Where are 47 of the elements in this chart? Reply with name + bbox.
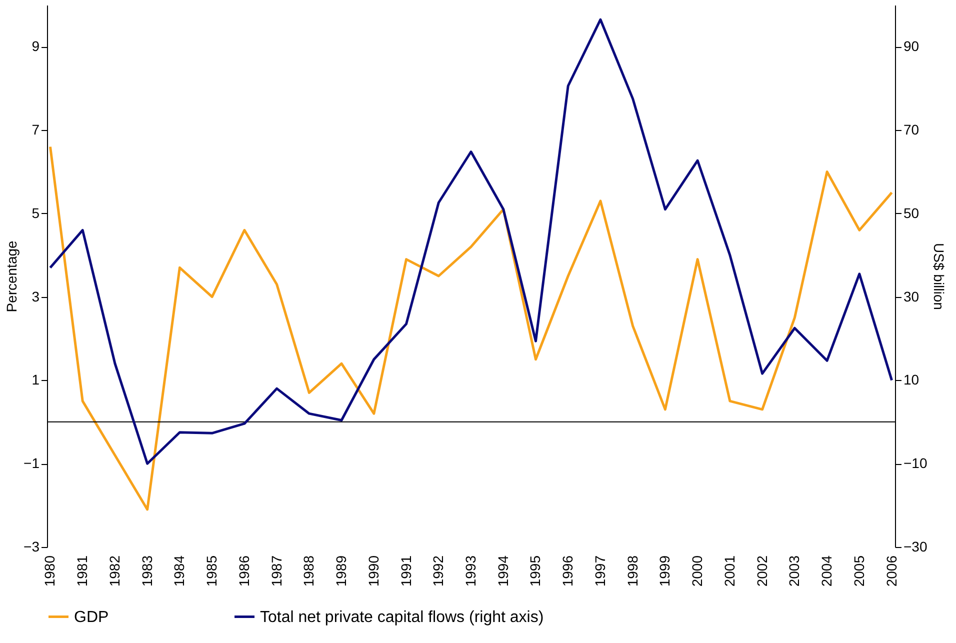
y-tick-label: −1 <box>24 455 40 472</box>
y2-tick-label: −10 <box>904 455 928 472</box>
x-tick-label: 1981 <box>74 555 90 587</box>
x-tick-label: 2001 <box>721 555 738 587</box>
y2-tick-label: 70 <box>904 122 920 138</box>
y2-tick-label: 10 <box>904 372 920 388</box>
x-tick-label: 2004 <box>818 555 835 587</box>
y-axis-title: Percentage <box>4 240 20 312</box>
x-tick-label: 1982 <box>106 555 122 587</box>
y-tick-label: 1 <box>32 372 40 388</box>
y2-axis-title: US$ billion <box>931 243 948 310</box>
y-tick-label: 9 <box>32 38 40 54</box>
x-tick-label: 1995 <box>527 555 544 587</box>
x-tick-label: 1992 <box>430 555 446 587</box>
y-tick-label: 7 <box>32 122 40 138</box>
y-tick-label: 3 <box>32 288 40 304</box>
x-tick-label: 2006 <box>883 555 900 587</box>
x-tick-label: 1991 <box>398 555 414 587</box>
y-tick-label: 5 <box>32 204 40 221</box>
x-tick-label: 1994 <box>494 555 511 587</box>
legend-label: Total net private capital flows (right axis) <box>260 608 544 626</box>
x-tick-label: 1998 <box>624 555 640 587</box>
x-tick-label: 1987 <box>268 555 284 587</box>
x-tick-label: 2003 <box>786 555 802 587</box>
x-tick-label: 1996 <box>560 555 576 587</box>
x-tick-label: 2000 <box>689 555 706 587</box>
x-tick-label: 1993 <box>462 555 478 587</box>
y2-tick-label: 50 <box>904 204 920 221</box>
x-tick-label: 1997 <box>592 555 608 587</box>
x-tick-label: 2002 <box>754 555 770 587</box>
line-series <box>48 146 894 511</box>
x-tick-label: 1990 <box>365 555 382 587</box>
y2-tick-label: 30 <box>904 288 920 304</box>
x-tick-label: 1999 <box>656 555 673 587</box>
x-tick-label: 1980 <box>42 555 58 587</box>
y2-tick-label: −30 <box>904 538 928 554</box>
x-tick-label: 1984 <box>171 555 188 587</box>
x-tick-label: 2005 <box>850 555 867 587</box>
line-series <box>48 18 894 465</box>
x-tick-label: 1989 <box>333 555 350 587</box>
x-tick-label: 1985 <box>204 555 220 587</box>
x-tick-label: 1983 <box>138 555 155 587</box>
y2-tick-label: 90 <box>904 38 920 54</box>
y-tick-label: −3 <box>24 538 40 554</box>
x-tick-label: 1988 <box>300 555 317 587</box>
x-tick-label: 1986 <box>236 555 252 587</box>
legend-label: GDP <box>74 608 109 626</box>
